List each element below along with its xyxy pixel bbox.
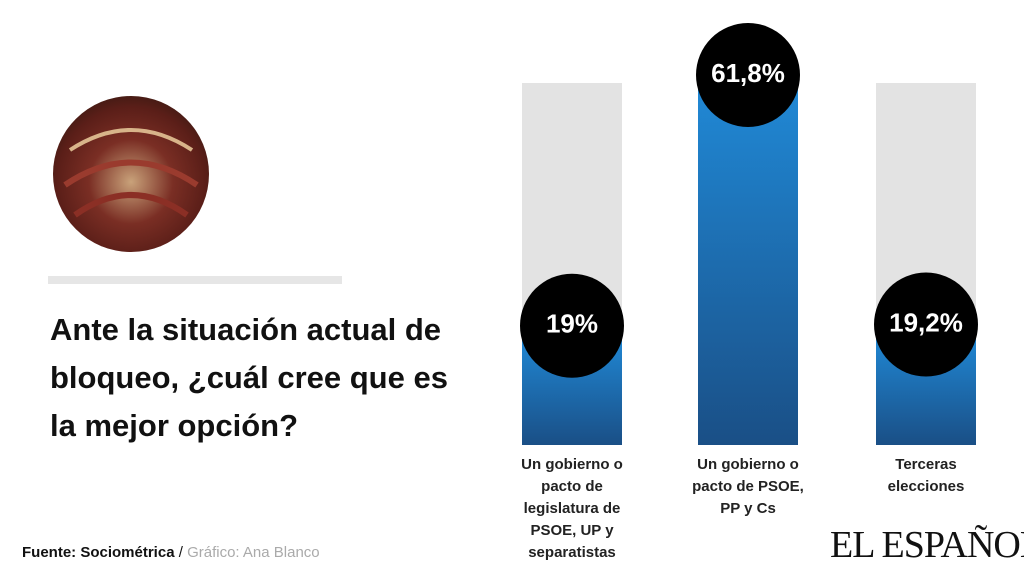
logo: EL ESPAÑOL	[830, 524, 1024, 566]
value-label: 19%	[546, 309, 598, 339]
value-badge	[696, 23, 800, 127]
value-badge	[874, 272, 978, 377]
divider	[48, 276, 342, 284]
value-label: 19,2%	[889, 307, 963, 337]
bar	[698, 83, 798, 445]
category-label: Un gobierno o pacto de PSOE, PP y Cs	[692, 456, 804, 517]
source: Fuente: Sociométrica / Gráfico: Ana Blan…	[22, 544, 320, 561]
credit: Gráfico: Ana Blanco	[187, 544, 320, 561]
photo	[53, 96, 209, 252]
photo-detail	[68, 128, 194, 152]
category-label: Terceras elecciones	[887, 456, 965, 495]
chart-title: Ante la situación actual de bloqueo, ¿cu…	[50, 312, 448, 443]
category-label: Un gobierno o pacto de legislatura de PS…	[521, 456, 623, 561]
value-badge	[520, 273, 624, 378]
photo-detail	[63, 159, 199, 188]
photo-detail	[73, 192, 189, 218]
source-text: Fuente: Sociométrica	[22, 544, 175, 561]
value-label: 61,8%	[711, 58, 785, 88]
